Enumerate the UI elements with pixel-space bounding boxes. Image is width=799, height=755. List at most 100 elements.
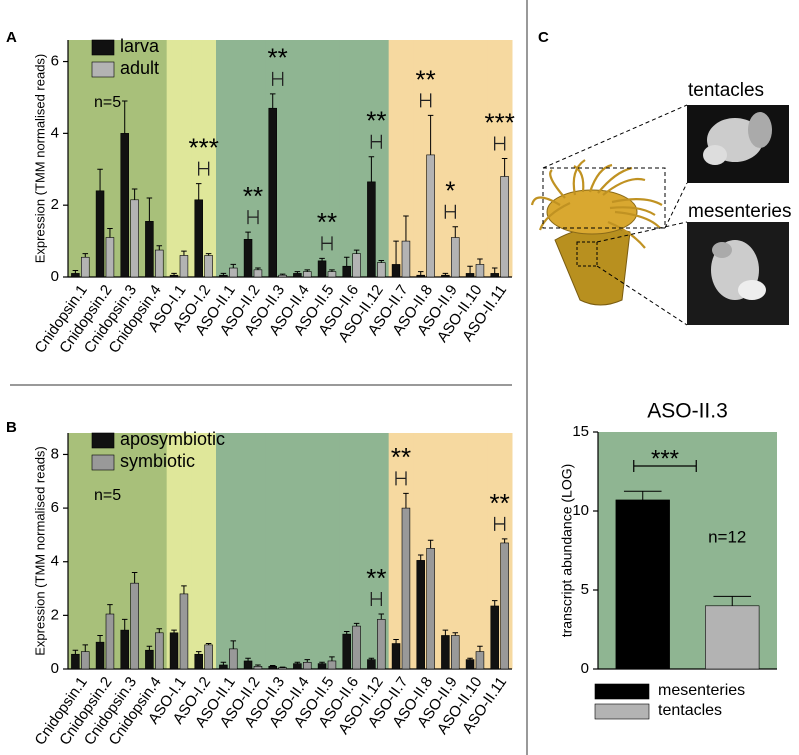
- category-background: [462, 40, 488, 277]
- legend-swatch: [91, 61, 115, 78]
- bar: [95, 641, 105, 670]
- legend-label: aposymbiotic: [120, 429, 225, 449]
- error-bar: [491, 600, 498, 606]
- error-bar: [205, 643, 212, 645]
- error-bar: [269, 665, 276, 667]
- category-background: [240, 40, 266, 277]
- category-background: [265, 433, 291, 669]
- error-bar: [417, 554, 424, 561]
- significance-bracket: [494, 136, 506, 151]
- bar: [367, 659, 376, 670]
- bar: [155, 632, 164, 670]
- significance-bracket: [370, 134, 382, 149]
- error-bar: [403, 492, 409, 509]
- significance-label: **: [268, 43, 288, 73]
- error-bar: [427, 539, 434, 549]
- y-tick-label: 4: [51, 124, 59, 141]
- bar: [120, 629, 129, 670]
- bar: [219, 664, 228, 670]
- error-bar: [501, 158, 508, 177]
- bar: [500, 542, 509, 670]
- bar: [179, 593, 189, 670]
- bar: [105, 613, 115, 670]
- bar: [219, 274, 228, 278]
- bar: [615, 499, 670, 670]
- bar: [71, 273, 80, 278]
- bar: [377, 262, 386, 278]
- legend-swatch: [594, 703, 650, 720]
- error-bar: [279, 666, 286, 668]
- error-bar: [121, 100, 128, 134]
- y-tick-label: 0: [51, 660, 59, 677]
- bar: [317, 663, 327, 670]
- error-bar: [131, 188, 138, 200]
- bar: [416, 274, 425, 278]
- error-bar: [205, 253, 212, 256]
- error-bar: [146, 197, 153, 222]
- error-bar: [477, 645, 483, 652]
- y-tick-label: 5: [581, 581, 589, 598]
- error-bar: [368, 657, 375, 660]
- bar: [130, 582, 139, 670]
- bar: [490, 273, 499, 278]
- bar: [293, 663, 302, 670]
- error-bar: [171, 629, 177, 633]
- category-background: [438, 433, 464, 669]
- error-bar: [294, 661, 301, 664]
- bar: [268, 107, 277, 278]
- significance-label: *: [445, 176, 455, 206]
- error-bar: [181, 585, 187, 594]
- bar: [391, 264, 401, 278]
- bar: [327, 271, 337, 278]
- y-tick-label: 15: [572, 423, 589, 440]
- bar: [204, 644, 213, 670]
- bar: [705, 605, 760, 670]
- error-bar: [417, 271, 424, 276]
- error-bar: [294, 271, 301, 274]
- category-background: [290, 433, 316, 669]
- error-bar: [230, 263, 237, 269]
- error-bar: [304, 659, 311, 663]
- y-tick-label: 2: [51, 606, 59, 623]
- anemone-illustration: [530, 104, 789, 326]
- error-bar: [378, 613, 385, 620]
- significance-label: **: [317, 207, 337, 237]
- bar: [451, 635, 460, 670]
- bar: [327, 660, 337, 670]
- bar: [475, 264, 485, 278]
- bar: [105, 237, 115, 278]
- category-background: [290, 40, 316, 277]
- legend-label: symbiotic: [120, 451, 195, 471]
- chart-title: ASO-II.3: [647, 400, 728, 423]
- category-background: [388, 40, 414, 277]
- category-background: [216, 433, 242, 669]
- annotation: n=12: [708, 527, 746, 546]
- bar: [268, 666, 277, 670]
- error-bar: [368, 156, 375, 182]
- bar: [253, 269, 263, 278]
- error-bar: [452, 632, 459, 636]
- significance-label: **: [416, 64, 436, 94]
- error-bar: [195, 183, 202, 200]
- y-tick-label: 2: [51, 196, 59, 213]
- bar: [303, 661, 312, 670]
- y-tick-label: 0: [581, 660, 589, 677]
- error-bar: [442, 272, 449, 276]
- error-bar: [72, 270, 79, 274]
- error-bar: [220, 661, 227, 665]
- y-tick-label: 0: [51, 268, 59, 285]
- error-bar: [279, 273, 286, 276]
- bar: [342, 633, 351, 670]
- bar: [416, 560, 425, 670]
- bar: [475, 651, 485, 670]
- bar: [426, 154, 435, 278]
- error-bar: [82, 644, 89, 652]
- error-bar: [97, 634, 103, 643]
- error-bar: [82, 253, 89, 258]
- y-axis-label: Expression (TMM normalised reads): [32, 446, 47, 656]
- error-bar: [245, 657, 251, 661]
- bar: [169, 274, 179, 278]
- bar: [229, 267, 238, 278]
- error-bar: [343, 630, 350, 635]
- significance-label: **: [366, 563, 386, 593]
